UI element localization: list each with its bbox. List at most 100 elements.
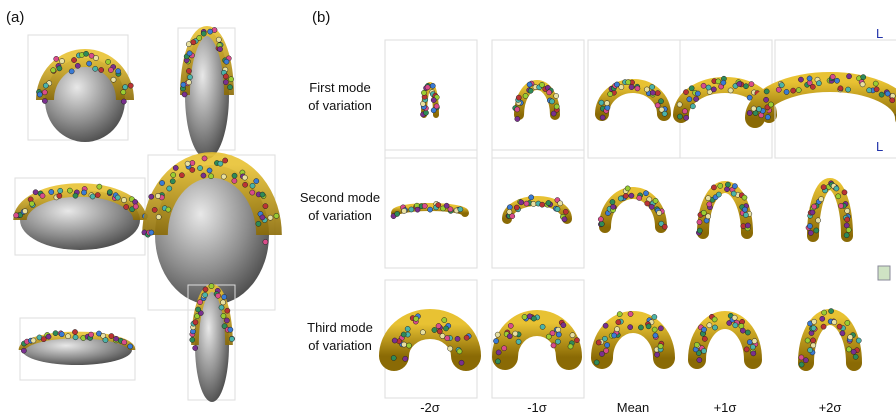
landmark <box>740 328 745 333</box>
landmark <box>549 99 554 104</box>
landmark <box>427 207 432 212</box>
column-label: +2σ <box>819 400 842 415</box>
landmark <box>242 175 247 180</box>
landmark <box>812 204 817 209</box>
landmark <box>690 104 695 109</box>
landmark <box>65 334 70 339</box>
row-label: Third mode <box>307 320 373 335</box>
landmark <box>834 186 839 191</box>
landmark <box>409 207 414 212</box>
landmark <box>829 308 834 313</box>
landmark <box>694 96 699 101</box>
landmark <box>73 335 78 340</box>
landmark <box>689 86 694 91</box>
landmark <box>652 314 657 319</box>
landmark <box>764 89 769 94</box>
landmark <box>208 174 213 179</box>
landmark <box>232 173 237 178</box>
landmark <box>431 97 436 102</box>
landmark <box>867 88 872 93</box>
row-label: First mode <box>309 80 370 95</box>
landmark <box>69 69 74 74</box>
landmark <box>626 80 631 85</box>
landmark <box>99 67 104 72</box>
landmark <box>701 348 706 353</box>
landmark <box>219 305 224 310</box>
landmark <box>422 203 427 208</box>
landmark <box>842 190 847 195</box>
landmark <box>701 327 706 332</box>
landmark <box>202 156 207 161</box>
landmark <box>568 344 573 349</box>
landmark <box>743 212 748 217</box>
landmark <box>121 197 126 202</box>
landmark <box>156 214 161 219</box>
landmark <box>197 35 202 40</box>
column-label: Mean <box>617 400 650 415</box>
landmark <box>187 51 192 56</box>
landmark <box>49 189 54 194</box>
landmark <box>834 78 839 83</box>
landmark <box>128 344 133 349</box>
landmark <box>807 348 812 353</box>
landmark <box>608 91 613 96</box>
landmark <box>402 208 407 213</box>
landmark <box>555 207 560 212</box>
landmark <box>821 324 826 329</box>
landmark <box>610 199 615 204</box>
landmark <box>149 194 154 199</box>
landmark <box>190 337 195 342</box>
landmark <box>229 336 234 341</box>
landmark <box>837 324 842 329</box>
landmark <box>765 115 770 120</box>
landmark <box>173 165 178 170</box>
landmark <box>706 214 711 219</box>
landmark <box>442 317 447 322</box>
landmark <box>612 333 617 338</box>
landmark <box>531 201 536 206</box>
landmark <box>733 323 738 328</box>
landmark <box>844 223 849 228</box>
landmark <box>223 80 228 85</box>
landmark <box>121 99 126 104</box>
landmark <box>406 343 411 348</box>
landmark <box>46 334 51 339</box>
landmark <box>810 338 815 343</box>
landmark <box>493 338 498 343</box>
landmark <box>40 193 45 198</box>
landmark <box>540 202 545 207</box>
landmark <box>853 354 858 359</box>
landmark <box>430 83 435 88</box>
landmark <box>391 355 396 360</box>
landmark <box>457 349 462 354</box>
landmark <box>221 313 226 318</box>
landmark <box>879 92 884 97</box>
landmark <box>885 91 890 96</box>
landmark <box>747 340 752 345</box>
landmark <box>528 88 533 93</box>
landmark <box>799 355 804 360</box>
landmark <box>37 92 42 97</box>
landmark <box>776 87 781 92</box>
landmark <box>694 342 699 347</box>
landmark <box>42 98 47 103</box>
landmark <box>747 95 752 100</box>
landmark <box>405 326 410 331</box>
landmark <box>732 315 737 320</box>
landmark <box>625 186 630 191</box>
landmark <box>432 327 437 332</box>
landmark <box>845 208 850 213</box>
landmark <box>629 193 634 198</box>
landmark <box>436 202 441 207</box>
landmark <box>603 323 608 328</box>
landmark <box>263 204 268 209</box>
landmark <box>523 93 528 98</box>
landmark <box>218 161 223 166</box>
landmark <box>616 320 621 325</box>
landmark <box>191 40 196 45</box>
landmark <box>522 314 527 319</box>
landmark <box>527 82 532 87</box>
landmark <box>401 332 406 337</box>
landmark <box>751 351 756 356</box>
landmark <box>695 91 700 96</box>
